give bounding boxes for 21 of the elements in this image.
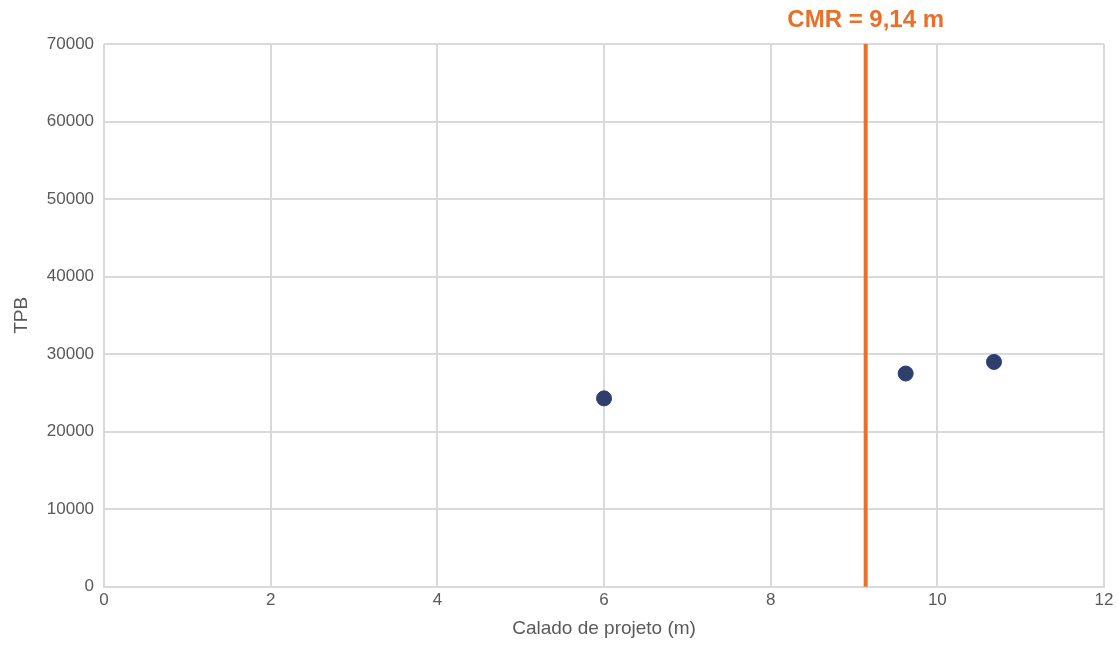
x-tick-label: 0 (99, 589, 109, 609)
x-tick-label: 4 (432, 589, 443, 609)
x-tick-label: 8 (765, 589, 776, 609)
point (897, 365, 914, 382)
y-tick-label: 60000 (46, 111, 95, 131)
y-tick-label: 50000 (46, 188, 95, 208)
y-axis-title: TPB (9, 296, 31, 334)
x-axis-title: Calado de projeto (m) (512, 616, 696, 638)
point (986, 353, 1003, 370)
y-tick-label: 20000 (46, 421, 95, 441)
x-tick-label: 10 (927, 589, 947, 609)
y-tick-label: 40000 (46, 266, 95, 286)
y-tick-label: 10000 (46, 498, 95, 518)
x-tick-label: 12 (1094, 589, 1114, 609)
y-tick-label: 70000 (46, 33, 95, 53)
y-tick-label: 30000 (46, 343, 95, 363)
y-tick-label: 0 (84, 576, 95, 596)
x-tick-label: 6 (599, 589, 609, 609)
x-tick-label: 2 (265, 589, 276, 609)
point (596, 390, 613, 407)
ref-line-label: CMR = 9,14 m (787, 4, 945, 32)
